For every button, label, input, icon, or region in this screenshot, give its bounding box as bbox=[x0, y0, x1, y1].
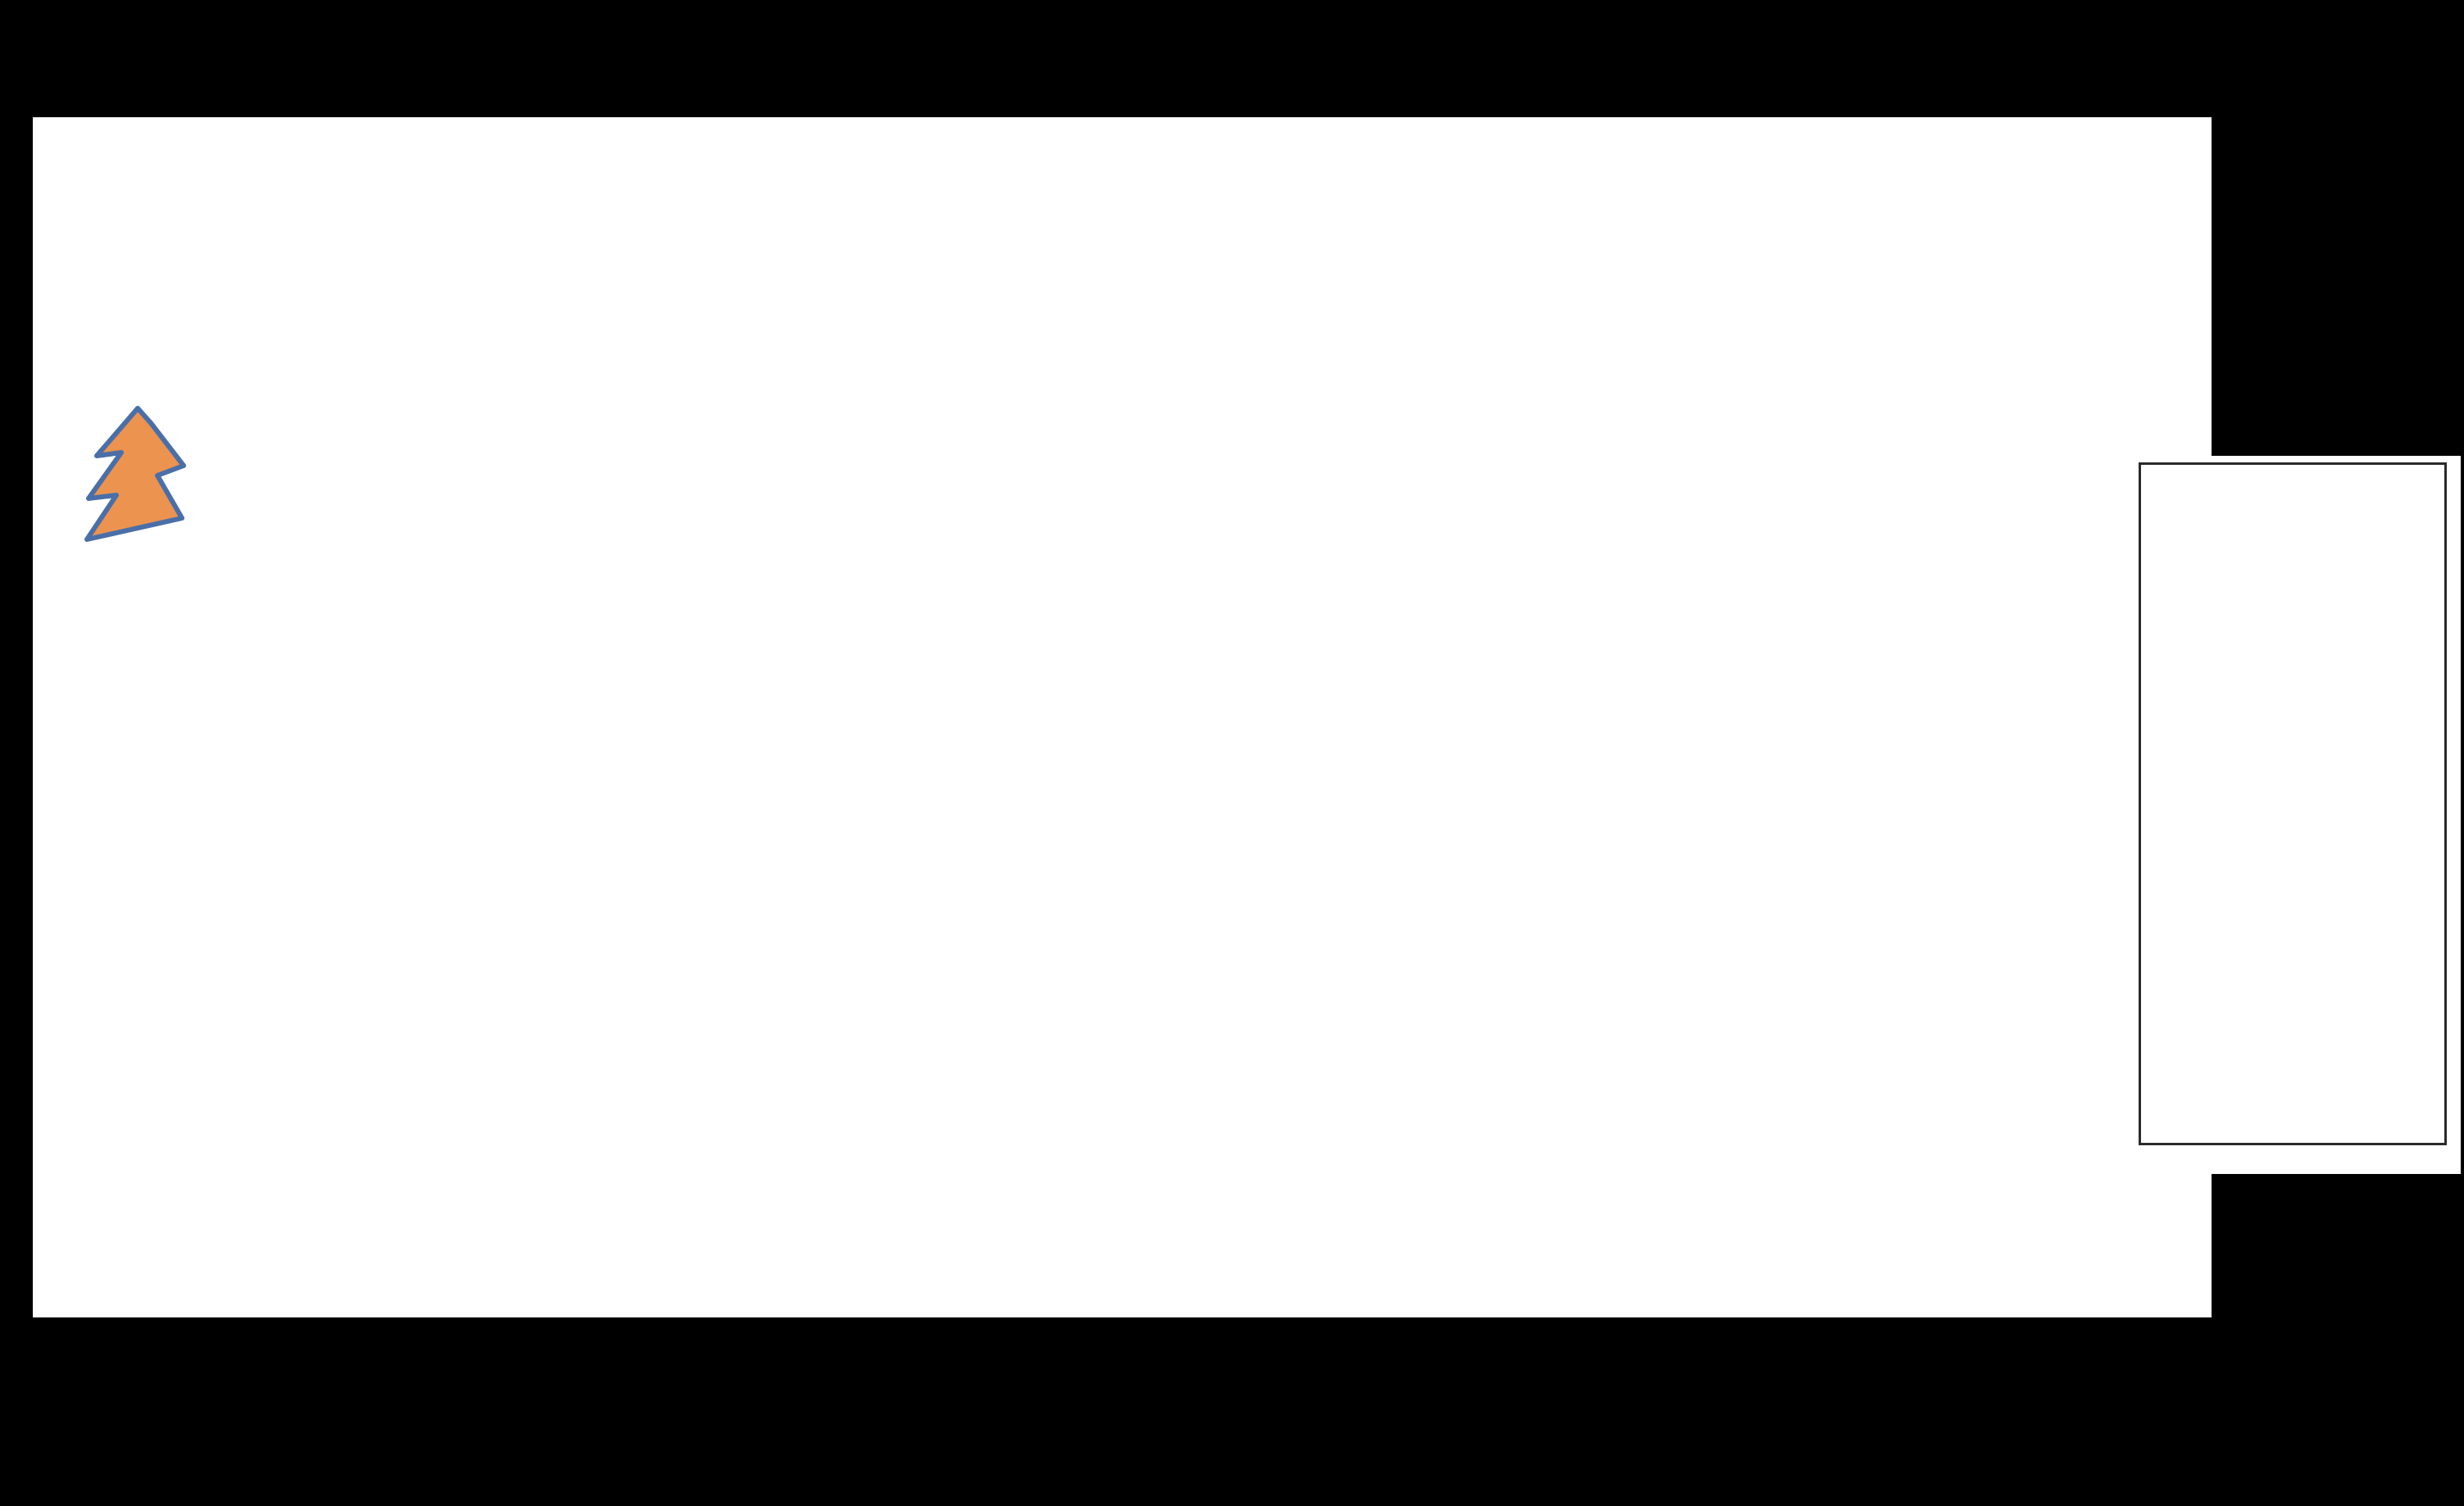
figure-caption-line2 bbox=[37, 1293, 2205, 1318]
plot-panel bbox=[33, 117, 2212, 1317]
legend bbox=[2139, 462, 2447, 1145]
